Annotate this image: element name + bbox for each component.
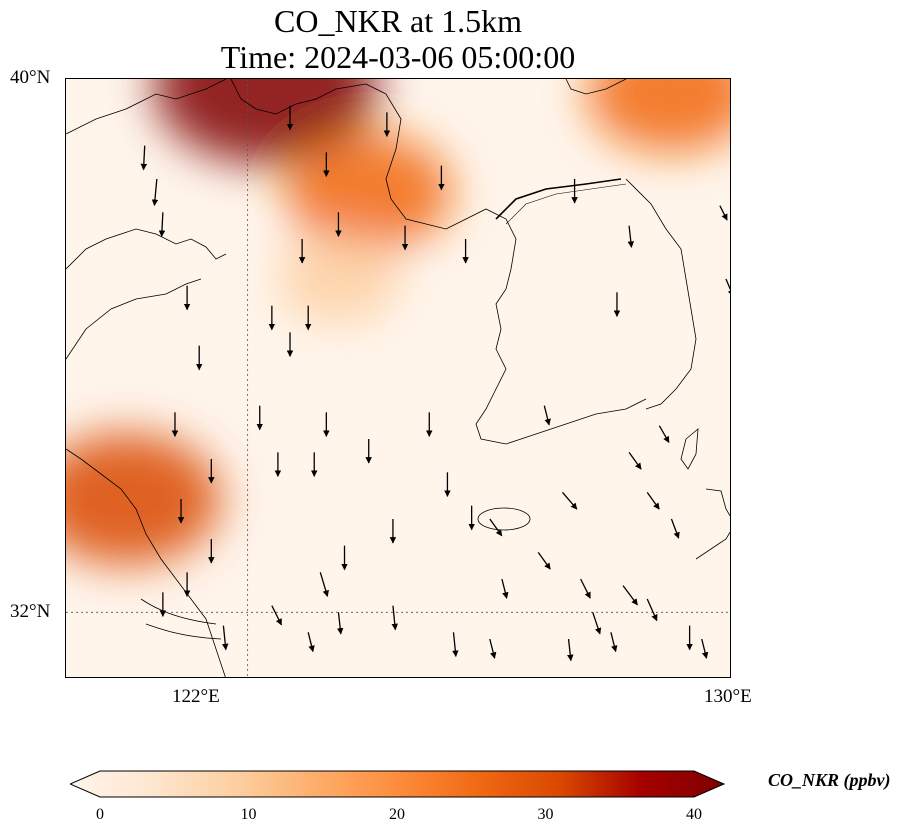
concentration-plume-2 <box>586 79 730 153</box>
colorbar-tick-3: 30 <box>537 806 554 823</box>
wind-arrow-35 <box>537 551 551 570</box>
concentration-field <box>66 79 730 565</box>
wind-arrow-43 <box>658 425 670 444</box>
lat-label-40n: 40°N <box>10 67 51 88</box>
colorbar-tick-4: 40 <box>686 806 702 823</box>
colorbar-tick-2: 20 <box>389 806 405 823</box>
map-title-line2: Time: 2024-03-06 05:00:00 <box>220 39 576 75</box>
wind-arrow-22 <box>391 605 398 631</box>
wind-arrow-47 <box>701 638 709 659</box>
wind-arrow-51 <box>725 278 730 297</box>
wind-arrow-41 <box>567 638 574 662</box>
wind-arrow-34 <box>561 491 578 510</box>
wind-arrow-26 <box>307 632 315 653</box>
wind-arrow-11 <box>222 625 229 651</box>
wind-arrow-30 <box>501 578 509 599</box>
wind-vectors <box>140 105 730 662</box>
wind-arrow-45 <box>670 518 680 539</box>
colorbar-gradient <box>70 770 726 798</box>
wind-arrow-40 <box>610 632 618 653</box>
map-title-line1: CO_NKR at 1.5km <box>274 3 522 39</box>
wind-arrow-0 <box>140 145 148 171</box>
wind-arrow-31 <box>452 632 459 657</box>
wind-arrow-44 <box>646 491 660 510</box>
wind-arrow-23 <box>319 572 329 597</box>
map-panel <box>65 78 731 678</box>
concentration-plume-3 <box>66 433 221 565</box>
coastlines <box>66 79 730 677</box>
wind-arrow-38 <box>646 598 658 622</box>
wind-arrow-33 <box>489 518 503 537</box>
lon-label-130e: 130°E <box>704 686 752 707</box>
concentration-plume-1 <box>285 133 452 252</box>
map-canvas <box>66 79 730 677</box>
wind-arrow-1 <box>151 178 159 207</box>
wind-arrow-36 <box>580 578 591 599</box>
concentration-plume-0 <box>153 79 378 164</box>
wind-arrow-37 <box>622 585 638 606</box>
wind-arrow-32 <box>489 638 497 659</box>
wind-arrow-50 <box>719 205 728 221</box>
colorbar-tick-1: 10 <box>240 806 257 823</box>
wind-arrow-53 <box>543 405 551 426</box>
wind-arrow-24 <box>271 605 283 626</box>
lat-label-32n: 32°N <box>10 601 51 622</box>
colorbar-label: CO_NKR (ppbv) <box>768 770 891 790</box>
gridlines <box>66 79 730 677</box>
lon-label-122e: 122°E <box>172 686 220 707</box>
wind-arrow-39 <box>592 612 602 635</box>
wind-arrow-2 <box>158 212 166 237</box>
colorbar-tick-0: 0 <box>96 806 104 823</box>
wind-arrow-42 <box>628 451 642 470</box>
wind-arrow-52 <box>627 225 635 248</box>
wind-arrow-25 <box>336 612 344 635</box>
colorbar <box>70 770 726 798</box>
concentration-plume-4 <box>276 234 401 324</box>
